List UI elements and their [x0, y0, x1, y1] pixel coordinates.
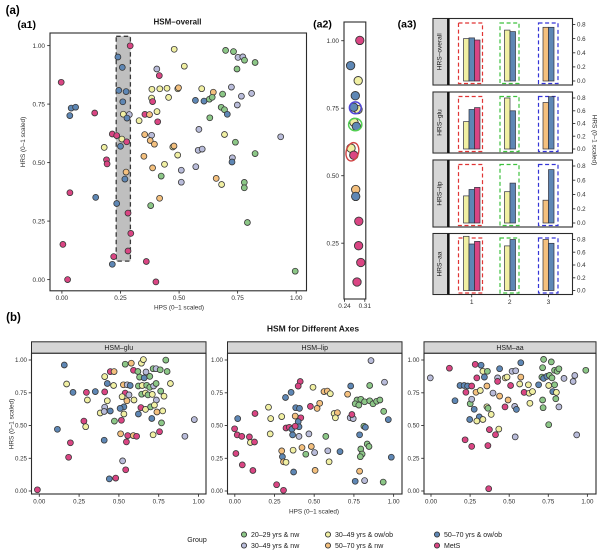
- svg-text:0.25: 0.25: [464, 499, 477, 506]
- svg-text:0.50: 0.50: [33, 160, 46, 167]
- svg-text:0.00: 0.00: [56, 295, 69, 302]
- svg-text:0.2: 0.2: [577, 64, 586, 71]
- svg-text:1.00: 1.00: [33, 43, 46, 50]
- svg-text:HRS–glu: HRS–glu: [437, 109, 444, 136]
- svg-text:HSM–overall: HSM–overall: [153, 18, 201, 27]
- svg-text:0.8: 0.8: [577, 95, 586, 102]
- svg-text:1.00: 1.00: [407, 357, 420, 364]
- svg-text:(b): (b): [6, 312, 21, 324]
- svg-text:0.50: 0.50: [211, 423, 224, 430]
- svg-text:MetS: MetS: [444, 543, 461, 550]
- svg-text:20–29 yrs & nw: 20–29 yrs & nw: [251, 532, 300, 539]
- svg-text:0.6: 0.6: [577, 108, 586, 115]
- svg-text:HPS (0–1 scaled): HPS (0–1 scaled): [289, 509, 339, 516]
- svg-text:0.00: 0.00: [407, 488, 420, 495]
- svg-text:1.00: 1.00: [581, 499, 594, 506]
- svg-text:0.2: 0.2: [577, 206, 586, 213]
- svg-text:50–70 yrs & nw: 50–70 yrs & nw: [335, 543, 384, 550]
- svg-text:0.24: 0.24: [338, 303, 351, 310]
- svg-text:0.50: 0.50: [503, 499, 516, 506]
- svg-text:HSM for Different Axes: HSM for Different Axes: [267, 324, 360, 334]
- svg-text:0.6: 0.6: [577, 249, 586, 256]
- svg-text:HPS (0–1 scaled): HPS (0–1 scaled): [154, 305, 204, 312]
- svg-text:0.00: 0.00: [15, 488, 28, 495]
- svg-text:0.8: 0.8: [577, 163, 586, 170]
- svg-text:0.75: 0.75: [542, 499, 555, 506]
- svg-text:0.4: 0.4: [577, 192, 586, 199]
- svg-text:HSM–aa: HSM–aa: [496, 345, 523, 352]
- svg-text:0.6: 0.6: [577, 36, 586, 43]
- svg-text:0.50: 0.50: [308, 499, 321, 506]
- svg-text:0.0: 0.0: [577, 288, 586, 295]
- svg-text:1.00: 1.00: [290, 295, 303, 302]
- svg-text:0.2: 0.2: [577, 133, 586, 140]
- svg-text:0.2: 0.2: [577, 275, 586, 282]
- svg-text:0.50: 0.50: [113, 499, 126, 506]
- svg-text:0.25: 0.25: [33, 218, 46, 225]
- svg-text:0.25: 0.25: [73, 499, 86, 506]
- svg-text:(a): (a): [6, 5, 20, 17]
- svg-text:0.75: 0.75: [15, 390, 28, 397]
- svg-text:0.00: 0.00: [229, 499, 242, 506]
- svg-text:0.6: 0.6: [577, 177, 586, 184]
- svg-text:0.25: 0.25: [327, 240, 340, 247]
- svg-text:0.75: 0.75: [211, 390, 224, 397]
- svg-text:1.00: 1.00: [15, 357, 28, 364]
- svg-text:1: 1: [470, 299, 474, 306]
- svg-text:1.00: 1.00: [211, 357, 224, 364]
- svg-text:0.4: 0.4: [577, 121, 586, 128]
- svg-text:0.0: 0.0: [577, 146, 586, 153]
- svg-text:0.75: 0.75: [33, 101, 46, 108]
- svg-text:2: 2: [508, 299, 512, 306]
- svg-text:30–49 yrs & nw: 30–49 yrs & nw: [251, 543, 300, 550]
- svg-text:1.00: 1.00: [192, 499, 205, 506]
- svg-text:(a3): (a3): [398, 19, 417, 31]
- svg-text:HSM–lip: HSM–lip: [302, 345, 329, 352]
- svg-text:0.00: 0.00: [33, 277, 46, 284]
- svg-text:HRS–aa: HRS–aa: [437, 251, 444, 276]
- svg-text:(a2): (a2): [313, 19, 332, 31]
- svg-text:0.75: 0.75: [407, 390, 420, 397]
- svg-text:30–49 yrs & ow/ob: 30–49 yrs & ow/ob: [335, 532, 393, 539]
- svg-text:0.4: 0.4: [577, 262, 586, 269]
- svg-text:3: 3: [547, 299, 551, 306]
- svg-text:0.25: 0.25: [407, 456, 420, 463]
- svg-text:0.0: 0.0: [577, 78, 586, 85]
- svg-text:Group: Group: [187, 537, 207, 544]
- svg-text:HRS–overall: HRS–overall: [437, 33, 444, 71]
- svg-text:0.25: 0.25: [268, 499, 281, 506]
- svg-text:0.50: 0.50: [173, 295, 186, 302]
- svg-text:50–70 yrs & ow/ob: 50–70 yrs & ow/ob: [444, 532, 502, 539]
- svg-text:0.0: 0.0: [577, 220, 586, 227]
- svg-text:HRS (0–1 scaled): HRS (0–1 scaled): [591, 115, 598, 165]
- svg-text:1.00: 1.00: [327, 38, 340, 45]
- svg-text:(a1): (a1): [17, 19, 36, 31]
- svg-text:0.00: 0.00: [33, 499, 46, 506]
- svg-text:0.75: 0.75: [231, 295, 244, 302]
- svg-text:1.00: 1.00: [388, 499, 401, 506]
- svg-text:0.8: 0.8: [577, 22, 586, 29]
- svg-text:0.8: 0.8: [577, 237, 586, 244]
- svg-text:0.00: 0.00: [425, 499, 438, 506]
- svg-text:HSM–glu: HSM–glu: [104, 345, 133, 352]
- svg-text:0.50: 0.50: [15, 423, 28, 430]
- svg-text:0.25: 0.25: [15, 456, 28, 463]
- svg-text:0.50: 0.50: [407, 423, 420, 430]
- svg-text:0.00: 0.00: [211, 488, 224, 495]
- svg-text:0.4: 0.4: [577, 50, 586, 57]
- svg-text:0.31: 0.31: [359, 303, 372, 310]
- svg-text:0.75: 0.75: [327, 105, 340, 112]
- svg-text:HRS (0–1 scaled): HRS (0–1 scaled): [9, 399, 16, 449]
- svg-text:0.75: 0.75: [153, 499, 166, 506]
- svg-text:0.25: 0.25: [211, 456, 224, 463]
- svg-text:HRS–lip: HRS–lip: [437, 181, 444, 206]
- svg-text:0.75: 0.75: [348, 499, 361, 506]
- svg-text:0.50: 0.50: [327, 173, 340, 180]
- svg-text:HRS (0–1 scaled): HRS (0–1 scaled): [20, 117, 27, 167]
- svg-text:0.25: 0.25: [114, 295, 127, 302]
